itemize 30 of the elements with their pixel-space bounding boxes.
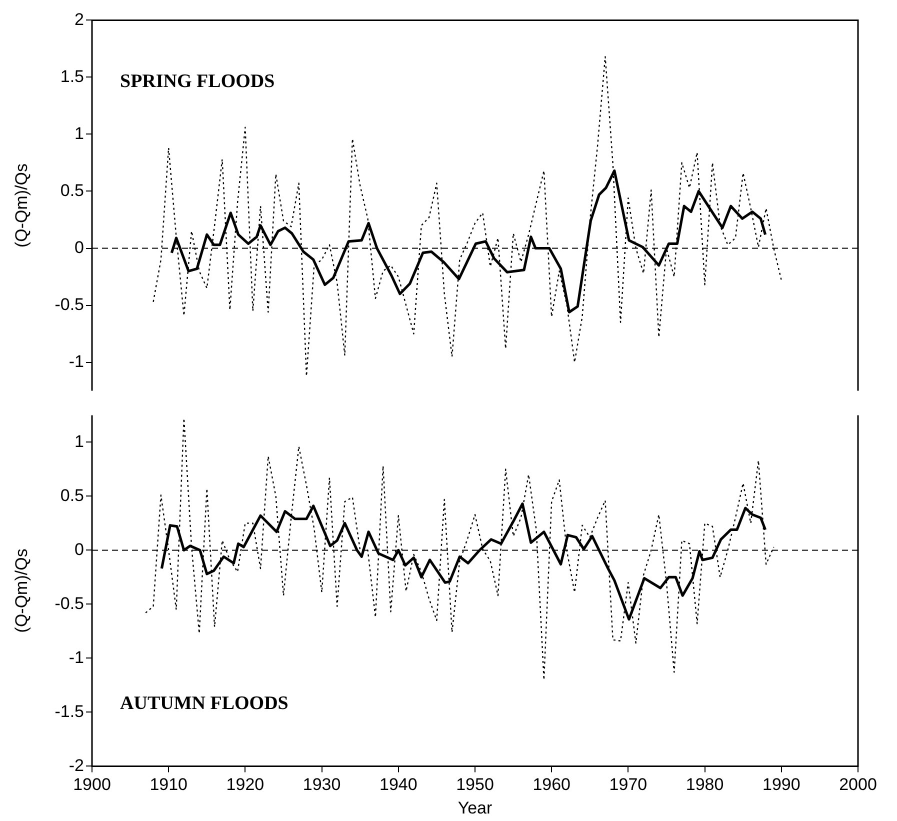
annotation: SPRING FLOODS [120,71,275,92]
x-tick-label: 1940 [379,775,418,794]
y-axis-title: (Q-Qm)/Qs [12,548,31,633]
y-axis-title: (Q-Qm)/Qs [12,163,31,248]
x-tick-label: 1930 [302,775,341,794]
y-tick-label: -0.5 [54,294,84,314]
y-tick-label: 0 [74,540,84,559]
x-tick-label: 2000 [839,775,877,794]
y-tick-label: 2 [74,10,84,29]
y-tick-label: 0.5 [60,180,84,200]
y-tick-label: -1.5 [54,702,84,721]
x-tick-label: 1910 [150,775,188,794]
y-tick-label: 1.5 [60,66,84,86]
annotation: AUTUMN FLOODS [120,693,288,714]
y-tick-label: 0 [74,238,84,257]
x-axis-title: Year [458,798,493,818]
x-tick-label: 1900 [73,775,111,794]
x-tick-label: 1920 [226,775,264,794]
y-tick-label: -2 [68,756,84,775]
y-tick-label: -1 [68,648,84,667]
x-tick-label: 1960 [532,775,571,794]
y-tick-label: 1 [74,124,84,143]
y-tick-label: -0.5 [54,594,84,613]
y-tick-label: -1 [68,352,84,371]
x-tick-label: 1950 [456,775,494,794]
x-tick-label: 1970 [609,775,648,794]
y-tick-label: 0.5 [60,486,84,505]
x-tick-label: 1990 [762,775,800,794]
y-tick-label: 1 [74,432,84,451]
x-tick-label: 1980 [686,775,724,794]
